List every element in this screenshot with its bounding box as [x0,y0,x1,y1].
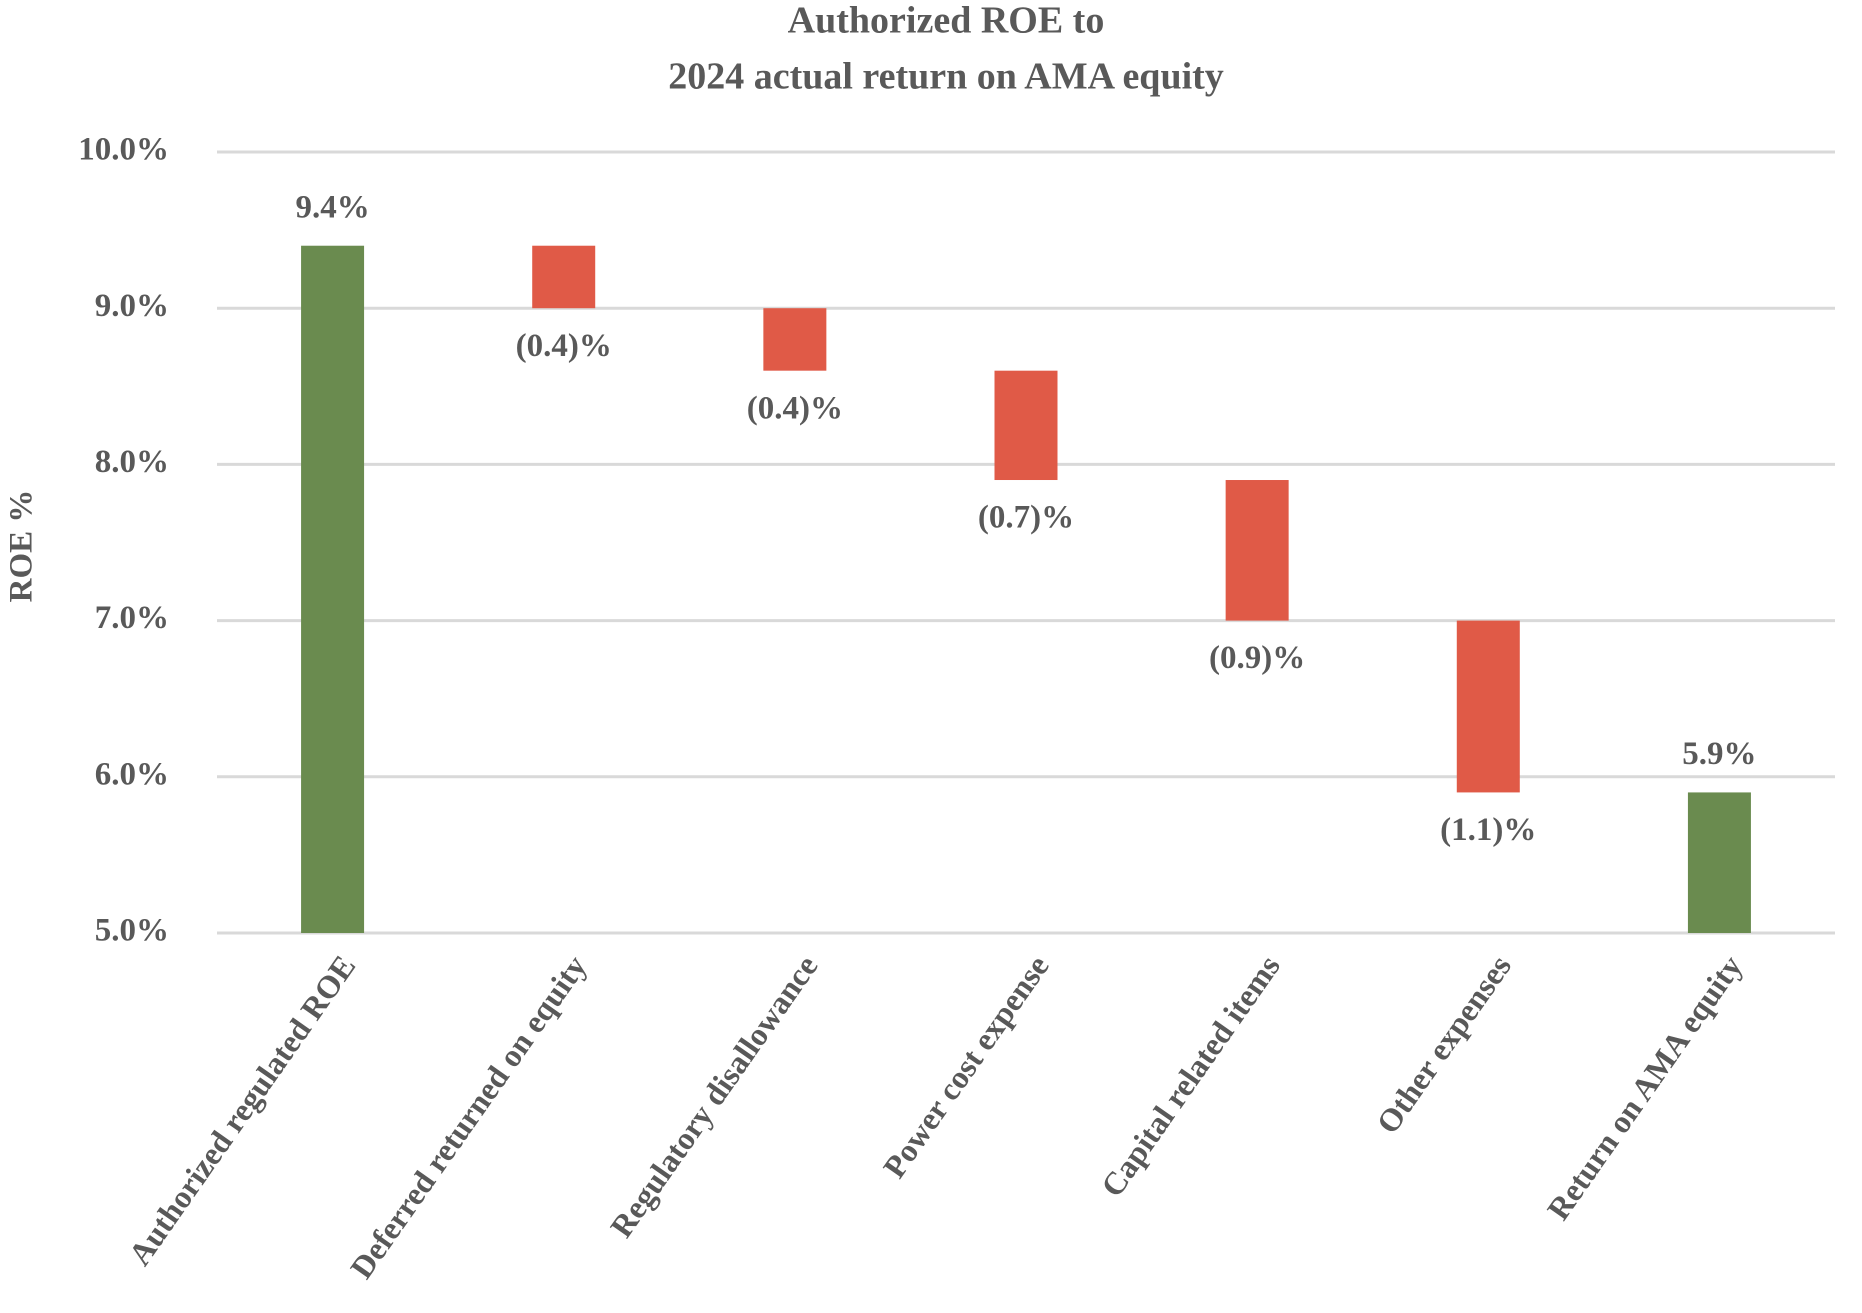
x-tick-label: Regulatory disallowance [603,949,825,1244]
y-tick-label: 6.0% [95,756,169,792]
bar [1456,620,1520,793]
data-label: (0.9)% [1209,640,1305,676]
x-tick-label: Power cost expense [876,949,1056,1185]
bar [1687,792,1751,933]
y-tick-label: 7.0% [95,600,169,636]
bar [763,308,827,371]
data-label: (1.1)% [1440,812,1536,848]
chart-title: Authorized ROE to [788,0,1105,42]
data-label: 9.4% [295,189,369,225]
bar [994,370,1058,481]
y-tick-label: 10.0% [78,132,169,168]
x-tick-label: Authorized regulated ROE [121,949,362,1272]
y-axis-label: ROE % [4,490,40,603]
x-tick-label: Return on AMA equity [1540,949,1749,1227]
data-label: (0.4)% [516,328,612,364]
data-label: (0.7)% [978,500,1074,536]
x-tick-label: Deferred returned on equity [343,949,594,1285]
data-label: (0.4)% [747,390,843,426]
y-tick-label: 5.0% [95,913,169,949]
chart-title: 2024 actual return on AMA equity [668,56,1224,98]
bar [1225,480,1289,621]
y-tick-label: 9.0% [95,288,169,324]
x-tick-label: Capital related items [1094,949,1287,1204]
data-label: 5.9% [1682,736,1756,772]
y-tick-label: 8.0% [95,444,169,480]
x-tick-label: Other expenses [1369,949,1518,1140]
bar [301,245,365,934]
bar [532,245,596,309]
